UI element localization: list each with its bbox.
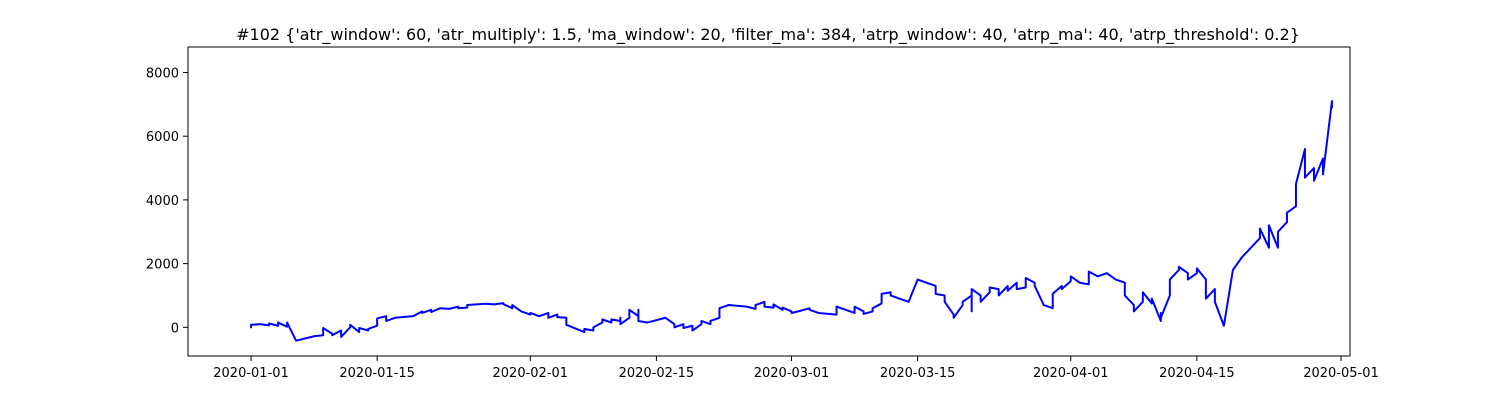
x-tick-label: 2020-04-15: [1159, 366, 1235, 381]
plot-frame: [187, 46, 1351, 357]
y-tick-label: 6000: [146, 130, 179, 145]
x-tick-label: 2020-02-01: [493, 366, 569, 381]
x-tick-label: 2020-03-01: [754, 366, 830, 381]
x-tick-label: 2020-04-01: [1033, 366, 1109, 381]
x-tick-label: 2020-05-01: [1303, 366, 1379, 381]
x-tick-label: 2020-01-15: [339, 366, 415, 381]
y-tick-label: 8000: [146, 66, 179, 81]
series-line-1: [250, 100, 1333, 342]
plot-area: 2020-01-01 2020-01-15 2020-02-01 2020-02-15…: [146, 46, 1379, 381]
chart-title: #102 {'atr_window': 60, 'atr_multiply': …: [236, 25, 1300, 45]
x-tick-label: 2020-01-01: [213, 366, 289, 381]
y-tick-label: 2000: [146, 258, 179, 273]
x-tick-label: 2020-03-15: [880, 366, 956, 381]
y-tick-label: 4000: [146, 194, 179, 209]
y-tick-label: 0: [171, 321, 179, 336]
x-tick-label: 2020-02-15: [619, 366, 695, 381]
